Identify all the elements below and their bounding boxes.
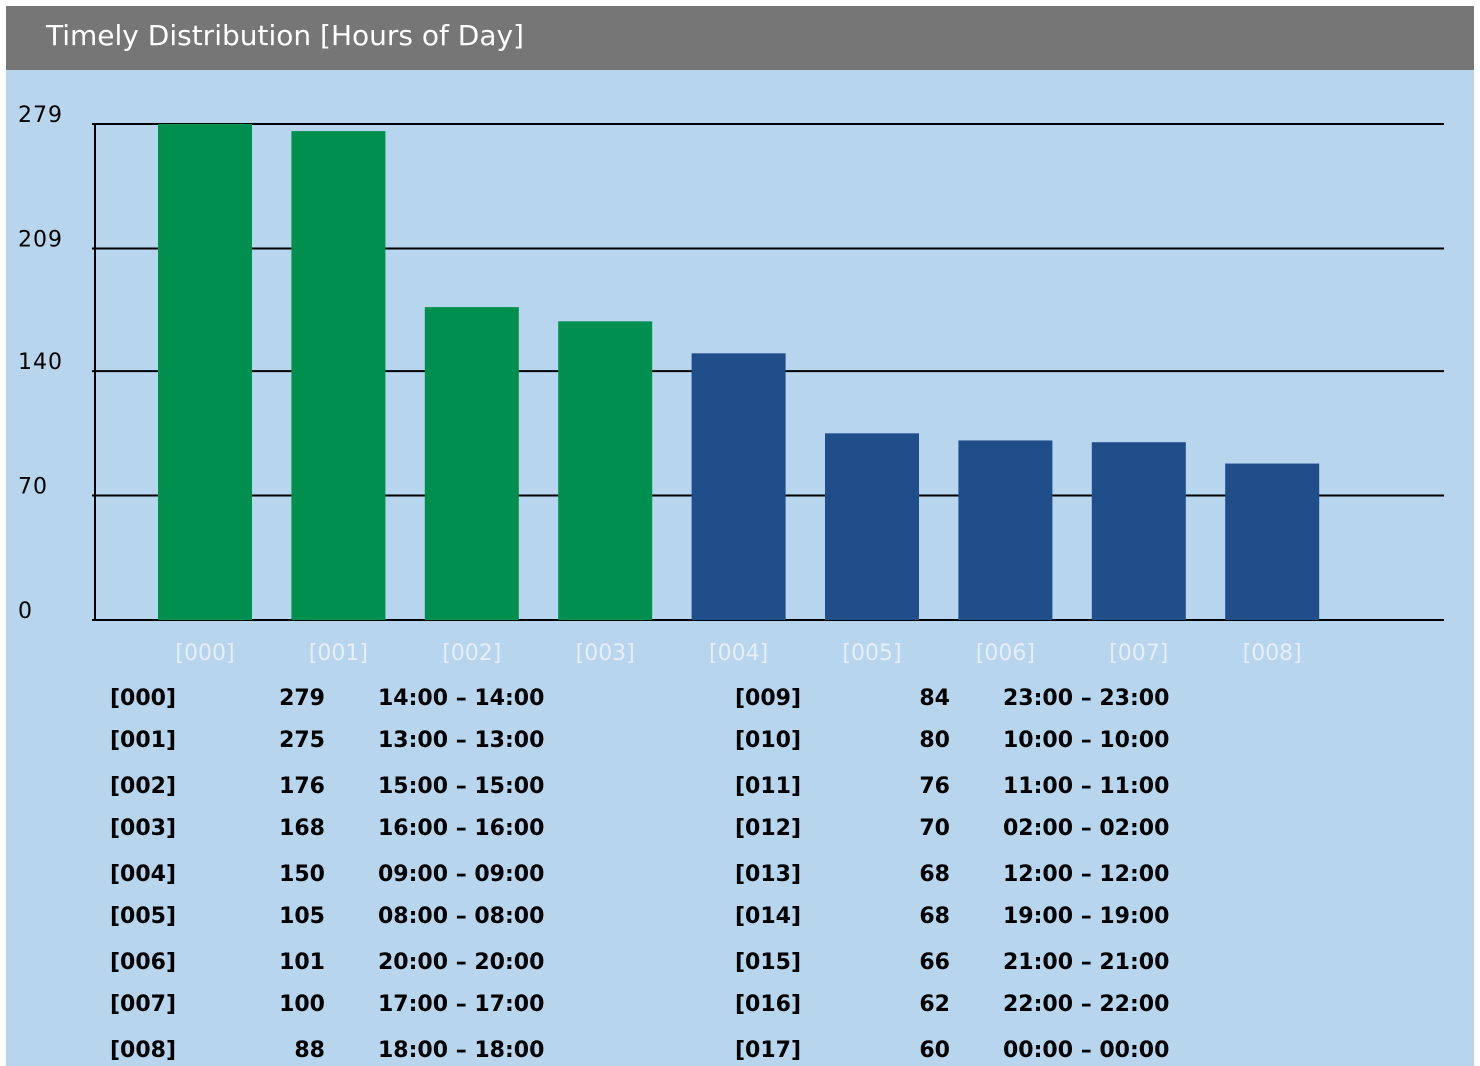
x-tick-label: [005] <box>842 641 901 666</box>
x-tick-label: [007] <box>1109 641 1168 666</box>
row-time: 11:00 – 11:00 <box>1003 774 1169 799</box>
row-time: 08:00 – 08:00 <box>378 904 544 929</box>
row-id: [006] <box>110 950 176 975</box>
row-id: [005] <box>110 904 176 929</box>
row-id: [003] <box>110 816 176 841</box>
row-id: [001] <box>110 728 176 753</box>
row-count: 80 <box>919 728 950 753</box>
row-id: [013] <box>735 862 801 887</box>
row-time: 22:00 – 22:00 <box>1003 992 1169 1017</box>
bar <box>158 124 252 620</box>
row-id: [012] <box>735 816 801 841</box>
x-tick-label: [008] <box>1243 641 1302 666</box>
bar <box>958 440 1053 620</box>
row-time: 12:00 – 12:00 <box>1003 862 1169 887</box>
row-time: 23:00 – 23:00 <box>1003 686 1169 711</box>
row-count: 68 <box>919 904 950 929</box>
row-count: 76 <box>919 774 950 799</box>
y-tick-label: 70 <box>18 475 48 500</box>
row-id: [017] <box>735 1038 801 1063</box>
bar <box>691 353 786 620</box>
row-time: 16:00 – 16:00 <box>378 816 544 841</box>
row-time: 10:00 – 10:00 <box>1003 728 1169 753</box>
y-tick-label: 209 <box>18 227 63 252</box>
row-id: [007] <box>110 992 176 1017</box>
row-id: [010] <box>735 728 801 753</box>
row-time: 17:00 – 17:00 <box>378 992 544 1017</box>
row-time: 02:00 – 02:00 <box>1003 816 1169 841</box>
x-tick-label: [003] <box>576 641 635 666</box>
row-count: 100 <box>279 992 325 1017</box>
row-id: [009] <box>735 686 801 711</box>
y-tick-label: 0 <box>18 599 33 624</box>
row-id: [016] <box>735 992 801 1017</box>
chart-title: Timely Distribution [Hours of Day] <box>45 19 524 52</box>
row-id: [008] <box>110 1038 176 1063</box>
row-count: 66 <box>919 950 950 975</box>
x-tick-label: [002] <box>442 641 501 666</box>
bar <box>424 307 519 620</box>
row-count: 279 <box>279 686 325 711</box>
row-id: [004] <box>110 862 176 887</box>
bar <box>558 321 653 620</box>
bar <box>291 131 386 620</box>
row-count: 150 <box>279 862 325 887</box>
row-count: 70 <box>919 816 950 841</box>
row-count: 68 <box>919 862 950 887</box>
bar <box>1091 442 1186 620</box>
row-id: [015] <box>735 950 801 975</box>
header <box>6 6 1474 70</box>
row-time: 21:00 – 21:00 <box>1003 950 1169 975</box>
bar <box>1225 463 1320 620</box>
row-id: [014] <box>735 904 801 929</box>
row-count: 88 <box>294 1038 325 1063</box>
row-count: 60 <box>919 1038 950 1063</box>
y-tick-label: 140 <box>18 350 63 375</box>
row-id: [011] <box>735 774 801 799</box>
row-time: 14:00 – 14:00 <box>378 686 544 711</box>
row-time: 19:00 – 19:00 <box>1003 904 1169 929</box>
row-count: 176 <box>279 774 325 799</box>
bar <box>825 433 919 620</box>
row-time: 15:00 – 15:00 <box>378 774 544 799</box>
row-time: 13:00 – 13:00 <box>378 728 544 753</box>
row-count: 62 <box>919 992 950 1017</box>
row-count: 101 <box>279 950 325 975</box>
row-id: [000] <box>110 686 176 711</box>
row-count: 275 <box>279 728 325 753</box>
row-time: 18:00 – 18:00 <box>378 1038 544 1063</box>
x-tick-label: [006] <box>976 641 1035 666</box>
y-tick-label: 279 <box>18 103 63 128</box>
row-time: 20:00 – 20:00 <box>378 950 544 975</box>
x-tick-label: [000] <box>175 641 234 666</box>
row-count: 105 <box>279 904 325 929</box>
row-count: 84 <box>919 686 950 711</box>
row-id: [002] <box>110 774 176 799</box>
x-tick-label: [001] <box>309 641 368 666</box>
row-time: 00:00 – 00:00 <box>1003 1038 1169 1063</box>
x-tick-label: [004] <box>709 641 768 666</box>
row-count: 168 <box>279 816 325 841</box>
row-time: 09:00 – 09:00 <box>378 862 544 887</box>
